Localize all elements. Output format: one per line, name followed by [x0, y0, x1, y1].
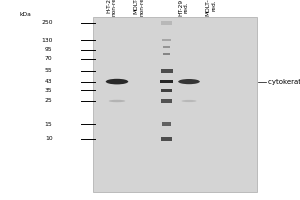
Bar	[161, 137, 172, 141]
Text: MOLT-4
red.: MOLT-4 red.	[205, 0, 216, 16]
Bar	[161, 99, 172, 103]
Bar	[161, 89, 172, 92]
Text: 15: 15	[45, 121, 52, 127]
Bar	[162, 122, 171, 126]
Text: 130: 130	[41, 38, 52, 43]
Ellipse shape	[178, 79, 200, 84]
Bar	[163, 53, 170, 55]
Text: cytokeratin 18: cytokeratin 18	[268, 79, 300, 85]
Text: 10: 10	[45, 136, 52, 142]
Bar	[160, 69, 172, 73]
Bar	[160, 80, 173, 83]
Ellipse shape	[106, 79, 128, 84]
Text: 70: 70	[45, 56, 52, 62]
Text: MOLT-4
non-red.: MOLT-4 non-red.	[133, 0, 144, 16]
Bar	[93, 17, 256, 192]
Text: HT-29
red.: HT-29 red.	[178, 0, 189, 16]
Text: 35: 35	[45, 88, 52, 93]
Text: 95: 95	[45, 47, 52, 52]
Bar	[161, 21, 172, 25]
Text: kDa: kDa	[20, 12, 31, 17]
Text: H-T-29
non-rec.: H-T-29 non-rec.	[106, 0, 117, 16]
Text: 25: 25	[45, 98, 52, 104]
Text: 250: 250	[41, 21, 52, 25]
Ellipse shape	[182, 100, 196, 102]
Bar	[163, 46, 170, 48]
Bar	[162, 39, 171, 41]
Text: 43: 43	[45, 79, 52, 84]
Ellipse shape	[109, 100, 125, 102]
Text: 55: 55	[45, 68, 52, 73]
